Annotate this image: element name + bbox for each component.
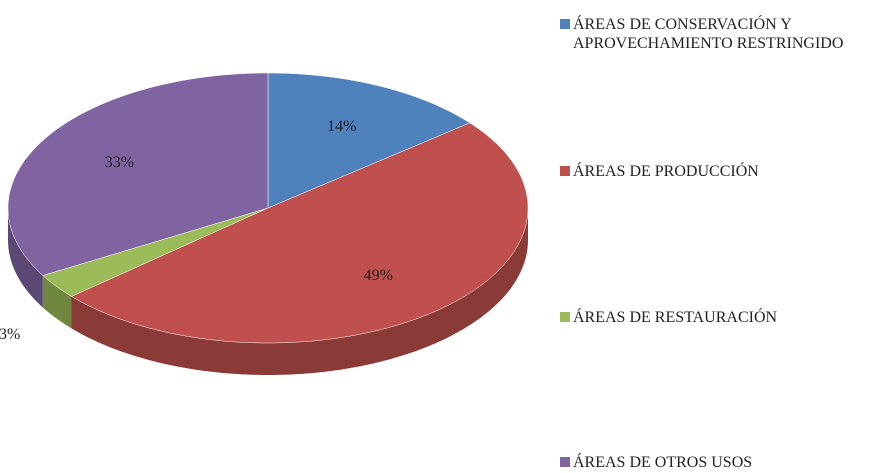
pie-side: [71, 208, 528, 375]
legend-swatch: [560, 457, 570, 467]
data-label: 14%: [327, 118, 356, 135]
pie-side: [8, 208, 43, 308]
pie-slice: [42, 207, 269, 297]
legend-swatch: [560, 19, 570, 29]
legend-swatch: [560, 312, 570, 322]
legend-label: ÁREAS DE PRODUCCIÓN: [573, 163, 759, 180]
pie-slice: [70, 122, 529, 344]
legend-swatch: [560, 166, 570, 176]
legend-entry: ÁREAS DE OTROS USOS: [560, 453, 870, 472]
legend-entry: ÁREAS DE RESTAURACIÓN: [560, 308, 870, 327]
legend-entry: ÁREAS DE PRODUCCIÓN: [560, 162, 870, 181]
data-label: 3%: [0, 326, 20, 343]
legend-label: ÁREAS DE RESTAURACIÓN: [573, 309, 778, 326]
pie-side: [42, 275, 72, 329]
pie-slice: [7, 72, 269, 276]
data-label: 33%: [105, 154, 134, 171]
data-label: 49%: [364, 267, 393, 284]
legend-label: ÁREAS DE OTROS USOS: [573, 454, 753, 471]
legend-entry: ÁREAS DE CONSERVACIÓN Y APROVECHAMIENTO …: [560, 15, 870, 53]
pie-slice: [267, 72, 471, 209]
pie-area: 14% 49% 3% 33%: [0, 72, 529, 375]
legend-label: ÁREAS DE CONSERVACIÓN Y APROVECHAMIENTO …: [573, 16, 844, 52]
